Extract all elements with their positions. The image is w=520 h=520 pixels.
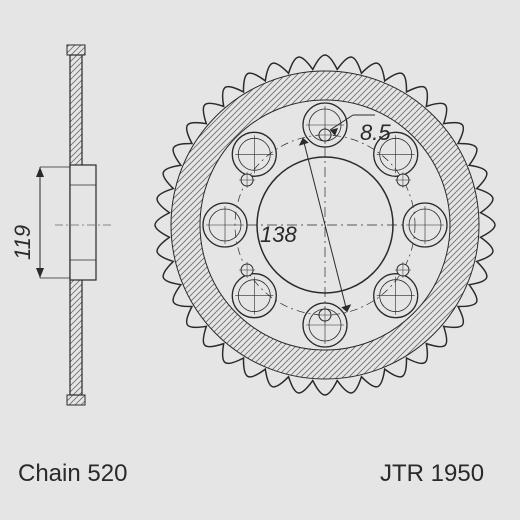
part-number-label: JTR 1950: [380, 460, 484, 488]
dim-hole-dia: 8.5: [360, 120, 391, 146]
chain-spec-label: Chain 520: [18, 460, 127, 488]
dim-bolt-circle: 138: [260, 222, 297, 248]
dim-height: 119: [10, 225, 36, 260]
technical-drawing: [0, 0, 520, 520]
